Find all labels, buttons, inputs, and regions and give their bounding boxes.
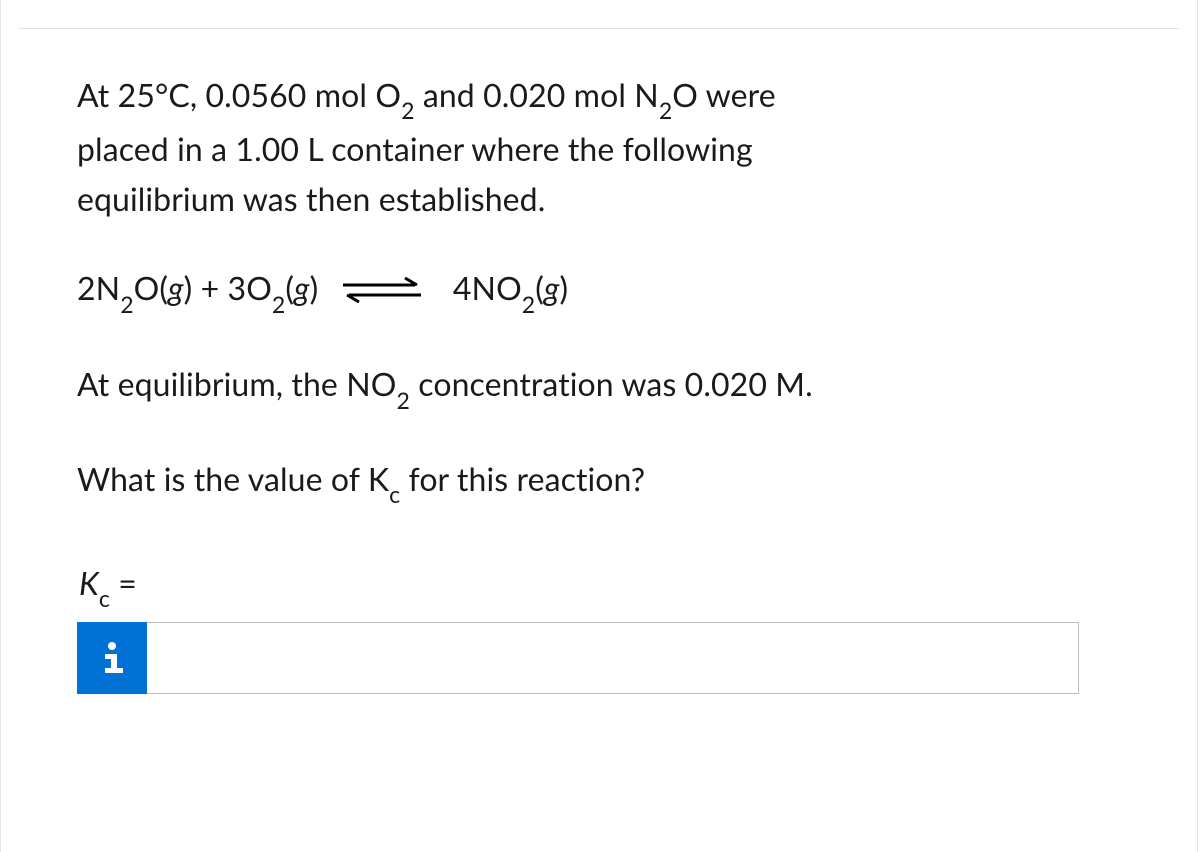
text: ) bbox=[310, 268, 319, 307]
text: O were bbox=[672, 75, 775, 114]
text: ) + 3O bbox=[184, 268, 272, 307]
subscript: c bbox=[389, 480, 400, 508]
hint-button[interactable] bbox=[77, 622, 147, 694]
text: 2N bbox=[77, 268, 120, 307]
equilibrium-statement: At equilibrium, the NO2 concentration wa… bbox=[77, 359, 1127, 413]
intro-paragraph: At 25°C, 0.0560 mol O2 and 0.020 mol N2O… bbox=[77, 70, 1127, 223]
text: placed in a 1.00 L container where the f… bbox=[77, 129, 753, 168]
text: ) bbox=[560, 268, 569, 307]
text: 4NO bbox=[453, 268, 522, 307]
question-content: At 25°C, 0.0560 mol O2 and 0.020 mol N2O… bbox=[1, 0, 1197, 694]
text: At equilibrium, the NO bbox=[77, 364, 396, 403]
text: At 25°C, 0.0560 mol O bbox=[77, 75, 401, 114]
info-icon bbox=[99, 641, 125, 675]
answer-input-group bbox=[77, 622, 1079, 694]
text: concentration was 0.020 M. bbox=[410, 364, 813, 403]
equilibrium-arrows-icon bbox=[341, 277, 423, 303]
subscript: 2 bbox=[272, 290, 285, 318]
text: K bbox=[79, 563, 99, 602]
text: and 0.020 mol N bbox=[415, 75, 659, 114]
divider bbox=[19, 28, 1179, 29]
answer-input[interactable] bbox=[147, 622, 1079, 694]
italic: g bbox=[544, 268, 560, 307]
italic: g bbox=[168, 268, 184, 307]
answer-label: Kc = bbox=[79, 558, 137, 612]
subscript: c bbox=[99, 584, 110, 612]
chemical-equation: 2N2O(g) + 3O2(g) 4NO2(g) bbox=[77, 263, 1127, 317]
question-prompt: What is the value of Kc for this reactio… bbox=[77, 454, 1127, 508]
subscript: 2 bbox=[401, 96, 414, 124]
text: for this reaction? bbox=[400, 459, 645, 498]
text: ( bbox=[535, 268, 544, 307]
text: = bbox=[110, 563, 137, 602]
subscript: 2 bbox=[522, 290, 535, 318]
subscript: 2 bbox=[396, 386, 409, 414]
subscript: 2 bbox=[120, 290, 133, 318]
text: ( bbox=[285, 268, 294, 307]
answer-area: Kc = bbox=[77, 558, 1127, 694]
text: O( bbox=[134, 268, 168, 307]
subscript: 2 bbox=[659, 96, 672, 124]
question-card: At 25°C, 0.0560 mol O2 and 0.020 mol N2O… bbox=[0, 0, 1198, 852]
text: equilibrium was then established. bbox=[77, 179, 545, 218]
italic: g bbox=[294, 268, 310, 307]
text: What is the value of K bbox=[77, 459, 389, 498]
